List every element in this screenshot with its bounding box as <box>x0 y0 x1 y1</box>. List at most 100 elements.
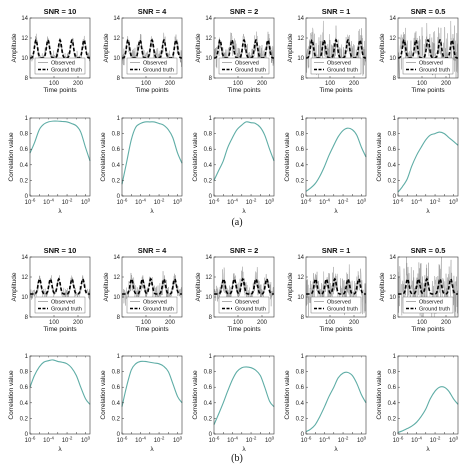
y-tick-label: 0.6 <box>296 147 305 153</box>
y-axis-label: Correlation value <box>192 132 199 182</box>
y-tick-label: 8 <box>25 76 29 82</box>
axes-frame <box>305 117 367 197</box>
x-axis-label: λ <box>426 208 430 215</box>
x-tick-label: 200 <box>349 81 360 87</box>
ground-truth-series-line <box>306 277 366 295</box>
x-tick-label: 10-4 <box>319 198 330 207</box>
y-tick-label: 0.4 <box>296 163 305 169</box>
y-axis-label: Amplitude <box>11 33 18 62</box>
y-tick-label: 0.6 <box>20 385 29 391</box>
y-tick-label: 12 <box>389 275 396 281</box>
correlation-series-line <box>121 121 183 185</box>
y-tick-label: 0.6 <box>204 147 213 153</box>
correlation-series-line <box>121 360 183 407</box>
correlation-series-line <box>29 359 91 405</box>
y-tick-label: 1 <box>209 116 213 122</box>
axes-frame <box>121 117 183 197</box>
x-tick-label: 200 <box>165 81 176 87</box>
x-axis-label: Time points <box>411 326 445 333</box>
x-axis-label: λ <box>242 446 246 453</box>
x-axis-label: λ <box>426 446 430 453</box>
x-tick-label: 10-6 <box>209 198 220 207</box>
axes-frame <box>397 117 459 197</box>
ground-truth-series-line <box>306 39 366 59</box>
y-axis-label: Correlation value <box>100 132 107 182</box>
x-tick-label: 10-2 <box>62 436 73 445</box>
axes-frame <box>29 355 91 435</box>
y-tick-label: 0.2 <box>296 178 305 184</box>
x-tick-label: 10-2 <box>62 198 73 207</box>
y-tick-label: 14 <box>297 16 304 22</box>
x-tick-label: 10-6 <box>393 436 404 445</box>
y-tick-label: 0.4 <box>112 163 121 169</box>
y-tick-label: 0 <box>209 194 213 200</box>
x-tick-label: 10-6 <box>393 198 404 207</box>
snr-title: SNR = 2 <box>230 246 259 255</box>
y-tick-label: 0 <box>393 194 397 200</box>
legend-observed-label: Observed <box>143 300 167 306</box>
y-tick-label: 0.4 <box>204 163 213 169</box>
x-tick-label: 100 <box>417 81 428 87</box>
y-tick-label: 0.4 <box>296 401 305 407</box>
x-tick-label: 100 <box>325 81 336 87</box>
snr-title: SNR = 10 <box>44 7 77 16</box>
snr-title: SNR = 10 <box>44 246 77 255</box>
correlation-panel: 10-6 10-4 10-2 100 0 0.2 0.4 0.6 0.8 1 λ Correlatio… <box>100 116 183 215</box>
observed-series-line <box>214 266 274 308</box>
y-tick-label: 0.6 <box>20 147 29 153</box>
x-tick-label: 10-4 <box>227 436 238 445</box>
y-tick-label: 0 <box>25 432 29 438</box>
y-tick-label: 1 <box>393 116 397 122</box>
axes-frame <box>121 355 183 435</box>
y-tick-label: 8 <box>117 76 121 82</box>
y-tick-label: 8 <box>301 315 305 321</box>
y-tick-label: 0.4 <box>20 401 29 407</box>
legend-observed-label: Observed <box>235 300 259 306</box>
y-tick-label: 1 <box>25 116 29 122</box>
y-axis-label: Correlation value <box>376 132 383 182</box>
y-tick-label: 0.8 <box>112 132 121 138</box>
y-tick-label: 0 <box>209 432 213 438</box>
x-tick-label: 200 <box>73 320 84 326</box>
x-tick-label: 10-4 <box>43 436 54 445</box>
ground-truth-series-line <box>398 277 458 295</box>
snr-title: SNR = 0.5 <box>411 7 446 16</box>
y-tick-label: 10 <box>205 56 212 62</box>
x-tick-label: 200 <box>73 81 84 87</box>
correlation-series-line <box>29 120 91 162</box>
x-tick-label: 100 <box>173 436 183 445</box>
x-tick-label: 10-6 <box>209 436 220 445</box>
y-tick-label: 1 <box>301 116 305 122</box>
x-tick-label: 100 <box>173 198 183 207</box>
axes-frame <box>213 256 275 318</box>
legend-truth-label: Ground truth <box>143 68 174 74</box>
correlation-panel: 10-6 10-4 10-2 100 0 0.2 0.4 0.6 0.8 1 λ Correlatio… <box>376 354 459 453</box>
ground-truth-series-line <box>30 277 90 295</box>
correlation-panel: 10-6 10-4 10-2 100 0 0.2 0.4 0.6 0.8 1 λ Correlatio… <box>8 354 91 453</box>
x-tick-label: 100 <box>357 198 367 207</box>
y-tick-label: 10 <box>113 56 120 62</box>
legend-observed-label: Observed <box>51 300 75 306</box>
y-tick-label: 12 <box>205 36 212 42</box>
x-tick-label: 100 <box>81 436 91 445</box>
y-tick-label: 14 <box>205 255 212 261</box>
y-tick-label: 0.4 <box>388 401 397 407</box>
y-tick-label: 0.2 <box>204 178 213 184</box>
x-axis-label: Time points <box>135 87 169 94</box>
x-tick-label: 100 <box>357 436 367 445</box>
y-tick-label: 10 <box>389 295 396 301</box>
correlation-panel: 10-6 10-4 10-2 100 0 0.2 0.4 0.6 0.8 1 λ Correlatio… <box>192 116 275 215</box>
y-axis-label: Amplitude <box>195 272 202 301</box>
x-tick-label: 200 <box>349 320 360 326</box>
y-tick-label: 0.8 <box>20 132 29 138</box>
legend-truth-label: Ground truth <box>51 68 82 74</box>
y-tick-label: 0.8 <box>296 370 305 376</box>
x-tick-label: 100 <box>233 81 244 87</box>
x-tick-label: 200 <box>257 320 268 326</box>
x-axis-label: λ <box>242 208 246 215</box>
ground-truth-series-line <box>398 39 458 59</box>
